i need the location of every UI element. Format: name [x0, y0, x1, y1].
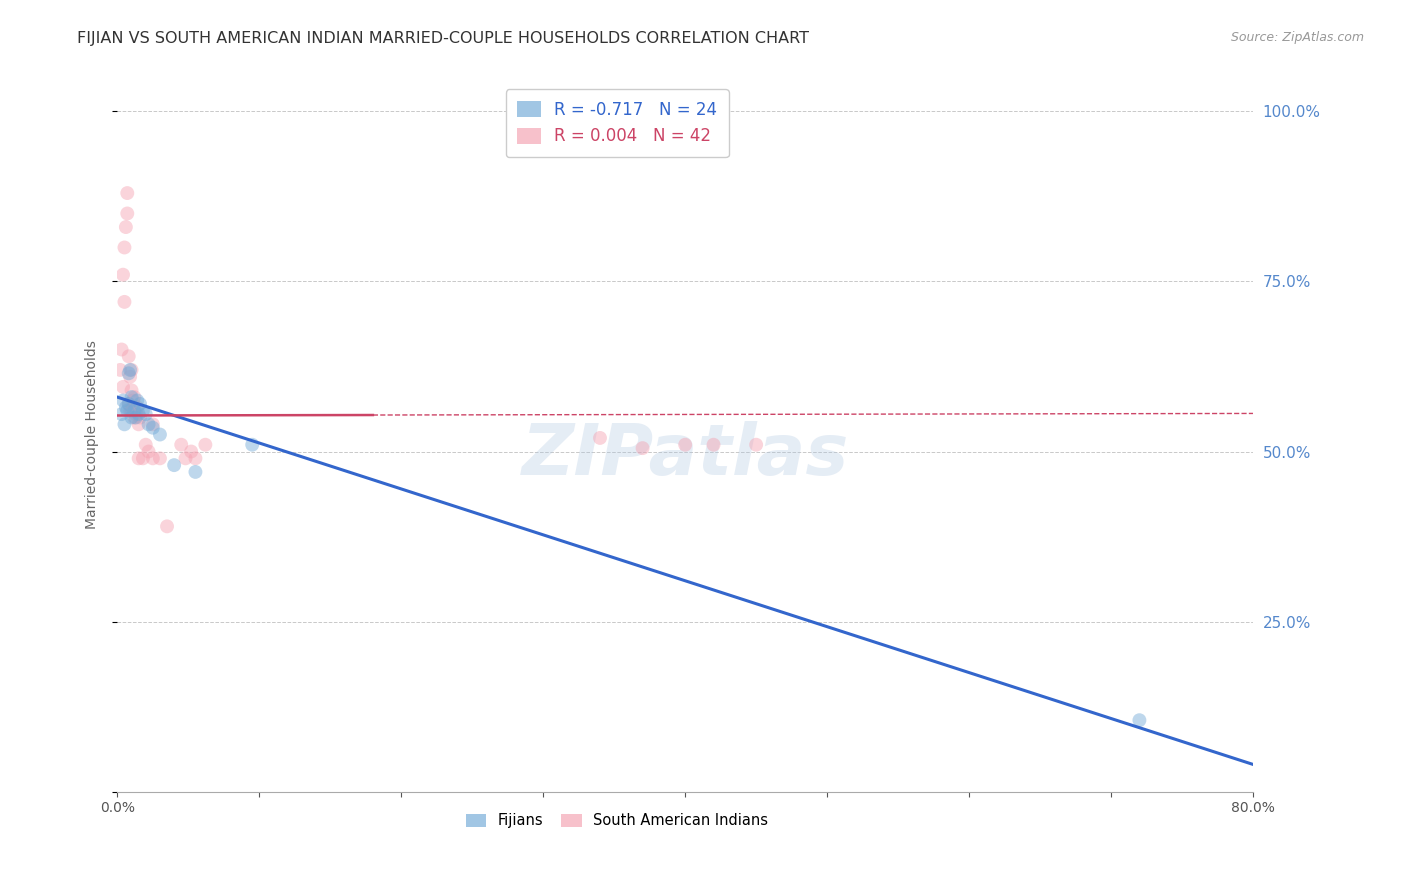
- Point: [122, 393, 145, 408]
- Point: [117, 186, 139, 200]
- Point: [127, 393, 149, 408]
- Point: [631, 441, 654, 455]
- Text: FIJIAN VS SOUTH AMERICAN INDIAN MARRIED-COUPLE HOUSEHOLDS CORRELATION CHART: FIJIAN VS SOUTH AMERICAN INDIAN MARRIED-…: [77, 31, 810, 46]
- Point: [128, 407, 150, 421]
- Point: [138, 444, 160, 458]
- Point: [194, 438, 217, 452]
- Point: [108, 363, 131, 377]
- Point: [112, 380, 135, 394]
- Point: [121, 390, 143, 404]
- Point: [132, 451, 155, 466]
- Point: [112, 393, 135, 408]
- Point: [115, 220, 138, 235]
- Point: [124, 390, 146, 404]
- Point: [122, 401, 145, 415]
- Point: [115, 401, 138, 415]
- Point: [142, 421, 165, 435]
- Point: [114, 294, 136, 309]
- Point: [121, 410, 143, 425]
- Point: [121, 403, 143, 417]
- Point: [703, 438, 725, 452]
- Point: [184, 465, 207, 479]
- Point: [174, 451, 197, 466]
- Point: [132, 403, 155, 417]
- Point: [745, 438, 768, 452]
- Point: [114, 417, 136, 432]
- Point: [121, 363, 143, 377]
- Point: [125, 410, 148, 425]
- Point: [120, 403, 142, 417]
- Y-axis label: Married-couple Households: Married-couple Households: [86, 340, 100, 529]
- Point: [112, 268, 135, 282]
- Point: [110, 407, 132, 421]
- Point: [135, 407, 157, 421]
- Point: [120, 363, 142, 377]
- Text: Source: ZipAtlas.com: Source: ZipAtlas.com: [1230, 31, 1364, 45]
- Point: [124, 410, 146, 425]
- Point: [163, 458, 186, 472]
- Point: [129, 410, 152, 425]
- Point: [149, 427, 172, 442]
- Point: [128, 417, 150, 432]
- Point: [118, 349, 141, 363]
- Point: [118, 397, 141, 411]
- Point: [129, 397, 152, 411]
- Point: [114, 240, 136, 254]
- Text: ZIPatlas: ZIPatlas: [522, 421, 849, 491]
- Point: [142, 417, 165, 432]
- Point: [142, 451, 165, 466]
- Point: [673, 438, 696, 452]
- Point: [117, 403, 139, 417]
- Point: [124, 403, 146, 417]
- Point: [127, 401, 149, 415]
- Point: [125, 407, 148, 421]
- Point: [170, 438, 193, 452]
- Legend: Fijians, South American Indians: Fijians, South American Indians: [460, 807, 775, 834]
- Point: [121, 384, 143, 398]
- Point: [110, 343, 132, 357]
- Point: [120, 369, 142, 384]
- Point: [184, 451, 207, 466]
- Point: [589, 431, 612, 445]
- Point: [117, 206, 139, 220]
- Point: [156, 519, 179, 533]
- Point: [1128, 713, 1150, 727]
- Point: [135, 438, 157, 452]
- Point: [240, 438, 263, 452]
- Point: [118, 397, 141, 411]
- Point: [180, 444, 202, 458]
- Point: [138, 417, 160, 432]
- Point: [149, 451, 172, 466]
- Point: [128, 451, 150, 466]
- Point: [118, 367, 141, 381]
